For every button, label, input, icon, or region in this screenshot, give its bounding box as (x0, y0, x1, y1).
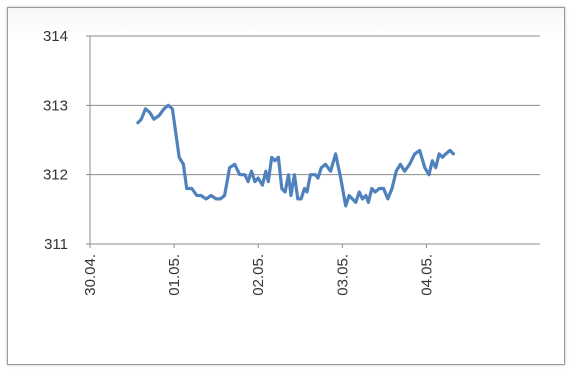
x-tick-label: 02.05. (250, 254, 267, 296)
gridlines (86, 35, 540, 248)
x-axis-ticks: 30.04. 01.05. 02.05. 03.05. 04.05. (82, 254, 435, 296)
y-tick-label: 312 (43, 167, 68, 184)
series-lines (136, 103, 455, 208)
y-tick-label: 311 (44, 236, 68, 253)
y-tick-label: 313 (43, 97, 68, 114)
series-line-0 (136, 103, 455, 208)
x-tick-label: 03.05. (334, 254, 351, 296)
x-tick-label: 04.05. (418, 254, 435, 296)
y-axis-ticks: 311 312 313 314 (43, 28, 68, 253)
x-tick-label: 30.04. (82, 254, 99, 296)
y-tick-label: 314 (43, 28, 68, 45)
x-tick-label: 01.05. (166, 254, 183, 296)
